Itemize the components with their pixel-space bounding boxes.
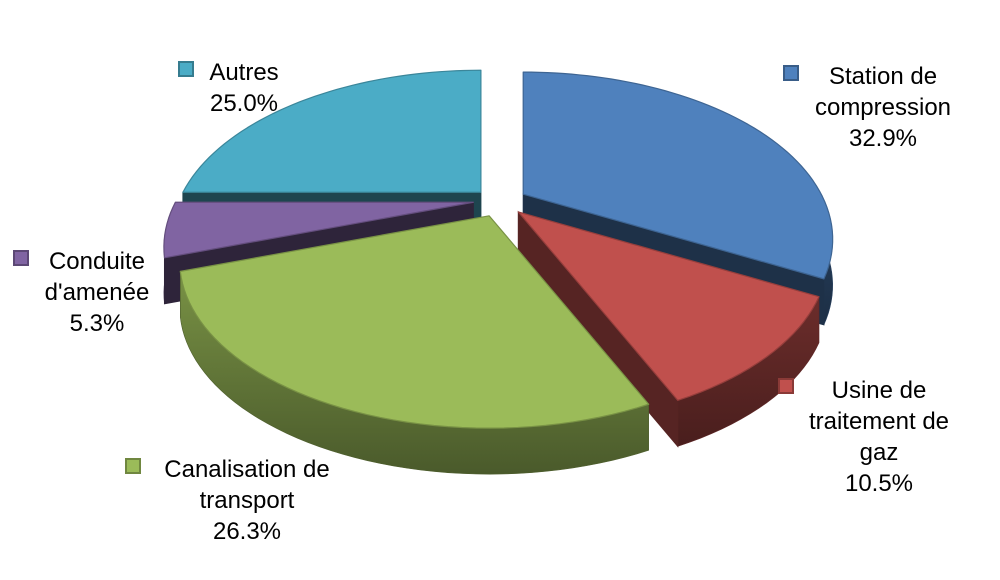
legend-line: transport <box>199 487 295 514</box>
legend-marker-conduite[interactable] <box>13 250 29 266</box>
legend-line: Station de <box>828 63 938 90</box>
legend-line: Autres <box>209 59 279 86</box>
legend-line: 26.3% <box>212 518 282 545</box>
legend-marker-autres[interactable] <box>178 61 194 77</box>
legend-line: Canalisation de <box>164 456 330 483</box>
legend-label-conduite[interactable]: Conduite d'amenée 5.3% <box>0 246 207 339</box>
legend-label-autres[interactable]: Autres 25.0% <box>134 57 354 119</box>
pie-slice-canalisation[interactable] <box>179 215 650 429</box>
pie-slice-autres[interactable] <box>182 69 482 193</box>
legend-line: 25.0% <box>209 90 279 117</box>
pie-slice-group-usine: Usine de traitement de gaz 10.5% <box>517 210 820 448</box>
legend-marker-station[interactable] <box>783 65 799 81</box>
legend-line: Conduite <box>48 248 146 275</box>
legend-line: traitement de <box>808 408 950 435</box>
legend-line: gaz <box>859 439 899 466</box>
legend-label-usine[interactable]: Usine de traitement de gaz 10.5% <box>769 375 989 499</box>
pie-slice-station[interactable] <box>522 71 834 280</box>
legend-marker-usine[interactable] <box>778 378 794 394</box>
legend-line: compression <box>814 94 952 121</box>
legend-label-station[interactable]: Station de compression 32.9% <box>773 61 993 154</box>
legend-line: Usine de <box>831 377 927 404</box>
legend-line: d'amenée <box>44 279 150 306</box>
legend-line: 32.9% <box>848 125 918 152</box>
legend-label-canalisation[interactable]: Canalisation de transport 26.3% <box>137 454 357 547</box>
legend-marker-canalisation[interactable] <box>125 458 141 474</box>
legend-line: 10.5% <box>844 470 914 497</box>
pie-slice-usine[interactable] <box>517 211 820 401</box>
legend-line: 5.3% <box>69 310 125 337</box>
pie-slice-group-canalisation: Canalisation de transport 26.3% <box>179 215 650 475</box>
pie-slice-conduite[interactable] <box>163 201 474 259</box>
